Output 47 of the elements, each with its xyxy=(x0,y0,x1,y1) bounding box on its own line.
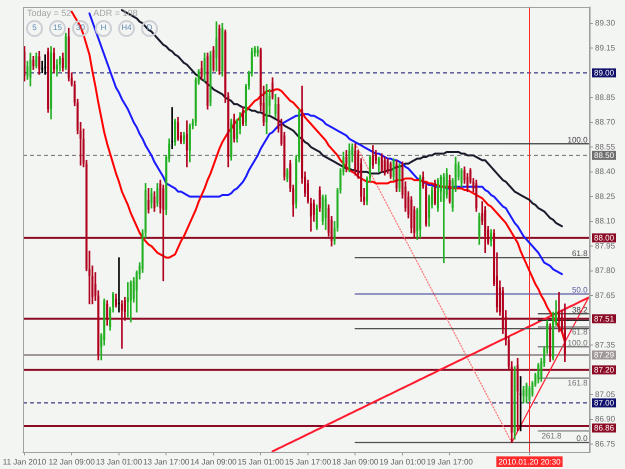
y-tick-label: 88.85 xyxy=(595,92,616,102)
x-tick-label: 2010.01.20 20:30 xyxy=(498,457,562,466)
series-label: 161.8 xyxy=(568,378,588,388)
x-tick-label: 11 Jan 2010 xyxy=(2,457,47,466)
x-tick-label: 19 Jan 17:00 xyxy=(426,457,474,466)
x-tick-label: 12 Jan 09:00 xyxy=(48,457,96,466)
round-button: H4 xyxy=(118,20,135,37)
series-label: 61.8 xyxy=(572,249,588,258)
ref-line-label: 87.51 xyxy=(594,314,615,324)
x-tick-label: 15 Jan 17:00 xyxy=(284,457,332,466)
y-tick-label: 88.40 xyxy=(595,167,616,176)
y-tick-label: 89.30 xyxy=(595,18,616,28)
ref-line-label: 87.20 xyxy=(594,366,615,375)
ref-line-label: 86.86 xyxy=(594,424,615,433)
x-tick-label: 14 Jan 09:00 xyxy=(190,457,238,466)
y-tick-label: 89.15 xyxy=(595,43,616,52)
annotation: Today = 52 xyxy=(27,8,72,18)
y-tick-label: 87.65 xyxy=(595,290,616,300)
ref-line-label: 88.00 xyxy=(594,234,615,243)
ref-line-label: 88.50 xyxy=(594,151,615,160)
x-tick-label: 13 Jan 17:00 xyxy=(143,457,190,466)
ref-line-label: 87.00 xyxy=(594,398,615,408)
y-tick-label: 88.10 xyxy=(595,216,616,226)
round-button: 5 xyxy=(26,20,43,37)
series-label: 261.8 xyxy=(541,431,562,440)
y-tick-label: 88.25 xyxy=(595,192,616,201)
y-tick-label: 86.75 xyxy=(595,439,616,448)
y-tick-label: 87.95 xyxy=(595,241,616,250)
y-tick-label: 87.35 xyxy=(595,340,616,350)
y-tick-label: 87.80 xyxy=(595,266,616,276)
ref-line-label: 87.29 xyxy=(594,350,615,360)
y-tick-label: 88.55 xyxy=(595,142,616,152)
round-button: H xyxy=(95,20,112,37)
series-label: 0.0 xyxy=(576,434,588,443)
series-label: 61.8 xyxy=(572,327,588,336)
series-label: 50.0 xyxy=(572,285,588,294)
y-tick-label: 86.90 xyxy=(595,414,616,424)
series-label: 100.0 xyxy=(568,338,588,348)
x-tick-label: 13 Jan 01:00 xyxy=(96,457,143,466)
series-label: 100.0 xyxy=(568,135,588,144)
round-button: 15 xyxy=(49,20,66,37)
x-tick-label: 19 Jan 01:00 xyxy=(379,457,426,466)
x-tick-label: 18 Jan 09:00 xyxy=(332,457,379,466)
ref-line-label: 89.00 xyxy=(594,68,615,78)
y-tick-label: 88.70 xyxy=(595,118,616,127)
y-tick-label: 87.05 xyxy=(595,390,616,399)
x-tick-label: 15 Jan 01:00 xyxy=(238,457,284,466)
